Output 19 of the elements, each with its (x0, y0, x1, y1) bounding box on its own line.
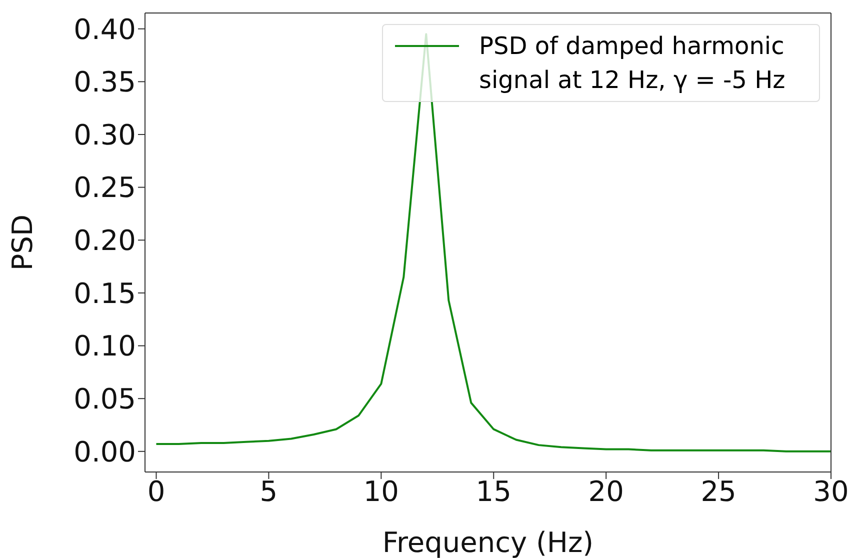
x-tick-label: 5 (260, 474, 278, 508)
y-tick-label: 0.25 (74, 171, 136, 204)
legend-label: PSD of damped harmonic signal at 12 Hz, γ = -5 Hz (479, 31, 786, 96)
y-tick-label: 0.30 (74, 118, 136, 152)
x-tick-label: 15 (476, 474, 512, 508)
x-tick-label: 25 (700, 474, 736, 508)
y-tick-label: 0.35 (74, 66, 136, 99)
y-tick-label: 0.00 (74, 435, 136, 468)
y-tick-label: 0.10 (74, 330, 136, 363)
x-tick-label: 30 (813, 474, 849, 508)
y-tick-label: 0.15 (74, 276, 136, 310)
x-tick-label: 0 (147, 474, 166, 508)
y-axis-title: PSD (6, 214, 39, 271)
y-tick-label: 0.05 (74, 382, 136, 416)
y-tick-label: 0.40 (74, 12, 136, 46)
x-tick-label: 20 (588, 474, 624, 508)
x-tick-label: 10 (363, 474, 399, 508)
x-axis-title: Frequency (Hz) (382, 526, 594, 558)
y-tick-label: 0.20 (74, 224, 136, 258)
